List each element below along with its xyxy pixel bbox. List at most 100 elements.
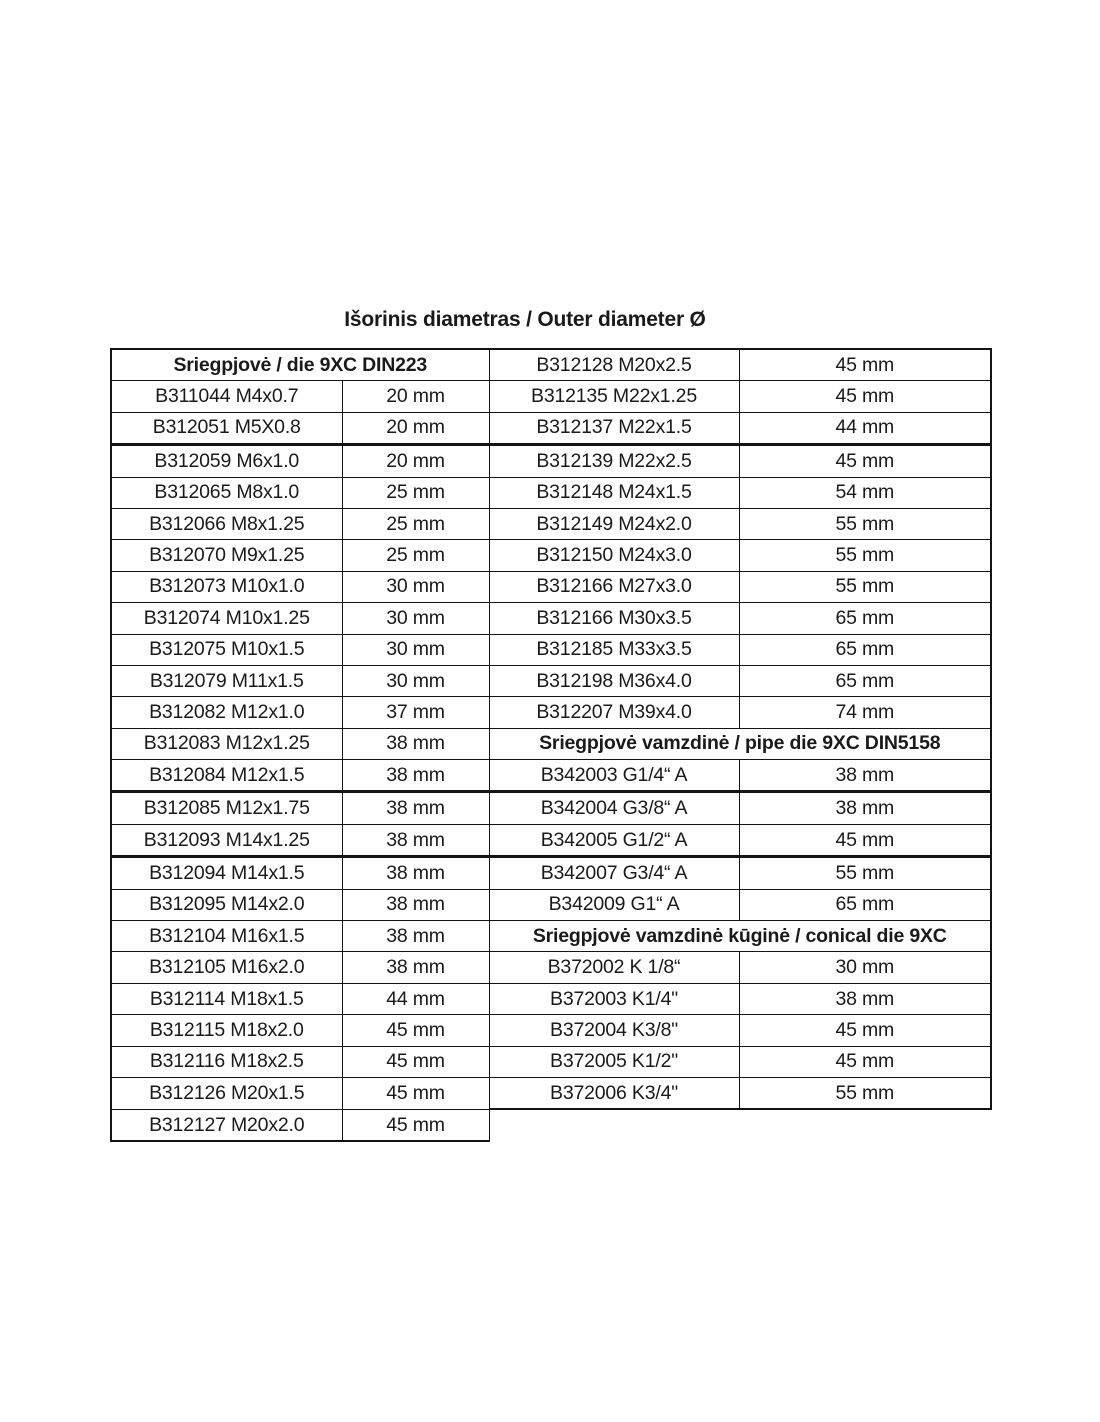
diameter-cell: 45 mm <box>341 1014 490 1047</box>
product-code-cell: B372006 K3/4" <box>488 1076 740 1111</box>
product-code-cell: B312104 M16x1.5 <box>110 920 343 953</box>
diameter-cell: 65 mm <box>738 602 992 635</box>
diameter-cell: 45 mm <box>341 1076 490 1110</box>
product-code-cell: B312150 M24x3.0 <box>488 539 740 572</box>
product-code-cell: B312073 M10x1.0 <box>110 570 343 604</box>
diameter-cell: 44 mm <box>341 982 490 1016</box>
product-code-cell: B372005 K1/2" <box>488 1045 740 1078</box>
product-code-cell: B342003 G1/4“ A <box>488 759 740 794</box>
table-row: B312070 M9x1.25 25 mm B312150 M24x3.0 55 mm <box>110 539 992 572</box>
diameter-cell: 45 mm <box>341 1045 490 1078</box>
diameter-cell: 45 mm <box>738 1014 992 1047</box>
section-header-cell: Sriegpjovė vamzdinė / pipe die 9XC DIN51… <box>488 727 992 761</box>
diameter-cell: 45 mm <box>738 444 992 478</box>
diameter-table: Sriegpjovė / die 9XC DIN223 B312128 M20x2… <box>110 348 992 1143</box>
product-code-cell: B312116 M18x2.5 <box>110 1045 343 1078</box>
diameter-cell: 25 mm <box>341 507 490 541</box>
product-code-cell: B312085 M12x1.75 <box>110 791 343 825</box>
table-row: B312094 M14x1.5 38 mm B342007 G3/4“ A 55 mm <box>110 856 992 890</box>
product-code-cell: B312079 M11x1.5 <box>110 664 343 698</box>
product-code-cell: B372004 K3/8" <box>488 1014 740 1047</box>
diameter-cell: 74 mm <box>738 696 992 729</box>
product-code-cell: B372002 K 1/8“ <box>488 951 740 984</box>
diameter-cell: 45 mm <box>738 380 992 413</box>
diameter-cell: 45 mm <box>738 348 992 382</box>
table-row: B312126 M20x1.5 45 mm B372006 K3/4" 55 mm <box>110 1076 992 1111</box>
product-code-cell: B312149 M24x2.0 <box>488 507 740 541</box>
diameter-cell: 54 mm <box>738 476 992 509</box>
product-code-cell: B311044 M4x0.7 <box>110 380 343 413</box>
product-code-cell: B312137 M22x1.5 <box>488 411 740 447</box>
diameter-cell: 30 mm <box>341 633 490 666</box>
diameter-cell: 38 mm <box>341 759 490 794</box>
diameter-cell: 38 mm <box>738 759 992 794</box>
table-row: B312083 M12x1.25 38 mm Sriegpjovė vamzdinė… <box>110 727 992 761</box>
product-code-cell: B312127 M20x2.0 <box>110 1108 343 1143</box>
product-code-cell: B312084 M12x1.5 <box>110 759 343 794</box>
product-code-cell: B312207 M39x4.0 <box>488 696 740 729</box>
diameter-cell: 55 mm <box>738 1076 992 1111</box>
product-code-cell: B312094 M14x1.5 <box>110 856 343 890</box>
page-title: Išorinis diametras / Outer diameter Ø <box>344 308 706 331</box>
table-row: B312059 M6x1.0 20 mm B312139 M22x2.5 45 mm <box>110 444 992 478</box>
diameter-cell: 25 mm <box>341 539 490 572</box>
diameter-cell: 38 mm <box>341 920 490 953</box>
table-row: Sriegpjovė / die 9XC DIN223 B312128 M20x2… <box>110 348 992 382</box>
diameter-cell: 25 mm <box>341 476 490 509</box>
diameter-cell: 38 mm <box>738 791 992 825</box>
product-code-cell: B312093 M14x1.25 <box>110 823 343 859</box>
diameter-cell: 20 mm <box>341 411 490 447</box>
product-code-cell: B372003 K1/4" <box>488 982 740 1016</box>
diameter-cell: 65 mm <box>738 664 992 698</box>
product-code-cell: B312115 M18x2.0 <box>110 1014 343 1047</box>
table-row: B311044 M4x0.7 20 mm B312135 M22x1.25 45 mm <box>110 380 992 413</box>
empty-cell <box>739 1109 991 1141</box>
diameter-cell: 38 mm <box>341 727 490 761</box>
table-row: B312114 M18x1.5 44 mm B372003 K1/4" 38 mm <box>110 982 992 1016</box>
table-row: B312105 M16x2.0 38 mm B372002 K 1/8“ 30 mm <box>110 951 992 984</box>
table-row: B312065 M8x1.0 25 mm B312148 M24x1.5 54 mm <box>110 476 992 509</box>
diameter-cell: 55 mm <box>738 539 992 572</box>
diameter-cell: 38 mm <box>341 856 490 890</box>
diameter-cell: 30 mm <box>341 570 490 604</box>
product-code-cell: B312074 M10x1.25 <box>110 602 343 635</box>
table-row: B312093 M14x1.25 38 mm B342005 G1/2“ A 45 m… <box>110 823 992 859</box>
table-row: B312051 M5X0.8 20 mm B312137 M22x1.5 44 mm <box>110 411 992 447</box>
product-code-cell: B312166 M27x3.0 <box>488 570 740 604</box>
table-row: B312079 M11x1.5 30 mm B312198 M36x4.0 65 mm <box>110 664 992 698</box>
table-row: B312115 M18x2.0 45 mm B372004 K3/8" 45 mm <box>110 1014 992 1047</box>
product-code-cell: B342004 G3/8“ A <box>488 791 740 825</box>
diameter-cell: 65 mm <box>738 633 992 666</box>
diameter-cell: 65 mm <box>738 888 992 922</box>
product-code-cell: B312059 M6x1.0 <box>110 444 343 478</box>
product-code-cell: B312065 M8x1.0 <box>110 476 343 509</box>
product-code-cell: B312114 M18x1.5 <box>110 982 343 1016</box>
product-code-cell: B312139 M22x2.5 <box>488 444 740 478</box>
product-code-cell: B312105 M16x2.0 <box>110 951 343 984</box>
table-row: B312074 M10x1.25 30 mm B312166 M30x3.5 65 m… <box>110 602 992 635</box>
table-row: B312084 M12x1.5 38 mm B342003 G1/4“ A 38 mm <box>110 759 992 794</box>
diameter-cell: 38 mm <box>341 888 490 922</box>
product-code-cell: B312128 M20x2.5 <box>488 348 740 382</box>
diameter-cell: 30 mm <box>341 602 490 635</box>
diameter-cell: 45 mm <box>738 1045 992 1078</box>
diameter-cell: 37 mm <box>341 696 490 729</box>
product-code-cell: B312051 M5X0.8 <box>110 411 343 447</box>
diameter-cell: 55 mm <box>738 507 992 541</box>
product-code-cell: B312198 M36x4.0 <box>488 664 740 698</box>
diameter-cell: 55 mm <box>738 856 992 890</box>
diameter-table-body: Sriegpjovė / die 9XC DIN223 B312128 M20x2… <box>110 348 992 1143</box>
product-code-cell: B312135 M22x1.25 <box>488 380 740 413</box>
table-row: B312066 M8x1.25 25 mm B312149 M24x2.0 55 mm <box>110 507 992 541</box>
product-code-cell: B342009 G1“ A <box>488 888 740 922</box>
diameter-cell: 38 mm <box>341 791 490 825</box>
table-row: B312085 M12x1.75 38 mm B342004 G3/8“ A 38 m… <box>110 791 992 825</box>
section-header-cell: Sriegpjovė / die 9XC DIN223 <box>110 348 490 382</box>
empty-cell <box>489 1109 739 1141</box>
diameter-cell: 45 mm <box>341 1108 490 1143</box>
product-code-cell: B312075 M10x1.5 <box>110 633 343 666</box>
diameter-cell: 20 mm <box>341 380 490 413</box>
diameter-cell: 30 mm <box>738 951 992 984</box>
diameter-cell: 44 mm <box>738 411 992 447</box>
diameter-cell: 38 mm <box>341 823 490 859</box>
